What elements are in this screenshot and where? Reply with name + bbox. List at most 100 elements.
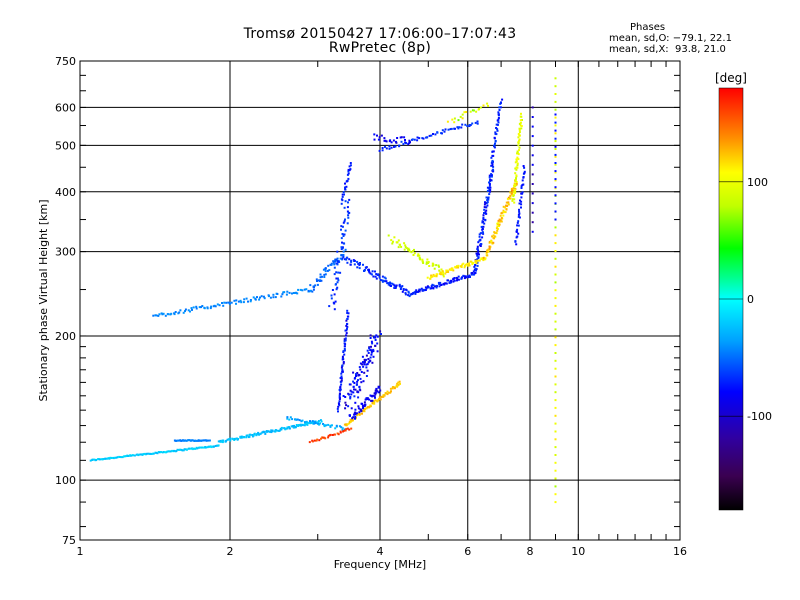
data-point <box>338 392 341 395</box>
data-point <box>428 134 431 137</box>
data-point <box>338 400 341 403</box>
data-point <box>454 127 456 130</box>
data-point <box>488 184 491 187</box>
data-point <box>437 281 440 284</box>
data-point <box>198 446 201 449</box>
data-point <box>472 261 475 264</box>
data-point <box>100 458 103 461</box>
data-point <box>419 288 422 291</box>
data-point <box>176 448 179 451</box>
data-point <box>488 190 491 193</box>
data-point <box>515 168 518 171</box>
data-point <box>531 192 534 195</box>
data-point <box>518 129 521 132</box>
data-point <box>338 396 341 399</box>
data-point <box>305 420 308 423</box>
data-point <box>512 195 515 198</box>
data-point <box>348 393 351 396</box>
data-point <box>162 451 165 453</box>
data-point <box>372 348 375 351</box>
data-point <box>500 217 503 219</box>
data-point <box>362 380 365 383</box>
data-point <box>332 261 335 264</box>
data-point <box>332 260 335 263</box>
data-point <box>324 437 327 440</box>
data-point <box>338 394 341 397</box>
data-point <box>343 348 346 350</box>
data-point <box>340 379 343 382</box>
data-point <box>345 332 348 335</box>
data-point <box>307 422 310 425</box>
data-point <box>477 252 480 255</box>
data-point <box>344 200 347 203</box>
data-point <box>520 185 523 188</box>
data-point <box>392 240 394 243</box>
data-point <box>469 276 471 278</box>
data-point <box>394 287 397 289</box>
data-point <box>188 447 191 450</box>
data-point <box>369 394 372 397</box>
data-point <box>349 162 352 164</box>
data-point <box>344 258 346 261</box>
data-point <box>344 218 346 221</box>
data-point <box>371 270 374 273</box>
data-point <box>476 247 479 250</box>
data-point <box>346 312 349 314</box>
data-point <box>228 301 231 304</box>
data-point <box>155 451 158 454</box>
data-point <box>387 234 390 237</box>
data-point <box>316 283 319 286</box>
data-point <box>374 393 377 396</box>
data-point <box>350 390 353 393</box>
y-tick-label: 750 <box>55 55 76 68</box>
data-point <box>523 172 526 175</box>
data-point <box>416 139 419 142</box>
data-point <box>191 308 193 311</box>
data-point <box>233 299 236 302</box>
data-point <box>356 260 359 263</box>
data-point <box>431 264 434 267</box>
data-point <box>376 350 379 353</box>
data-point <box>374 391 377 394</box>
data-point <box>482 258 485 261</box>
data-point <box>463 266 466 269</box>
data-point <box>341 370 344 373</box>
data-point <box>516 164 519 167</box>
data-point <box>517 224 520 227</box>
data-point <box>276 429 279 432</box>
data-point <box>447 128 450 131</box>
data-point <box>272 296 275 299</box>
data-point <box>370 351 373 354</box>
data-point <box>104 457 107 460</box>
data-point <box>531 154 534 157</box>
data-point <box>395 241 398 244</box>
data-point <box>474 259 477 262</box>
data-point <box>518 138 521 141</box>
data-point <box>333 273 336 276</box>
data-point <box>319 273 322 276</box>
data-point <box>346 206 349 209</box>
data-point <box>499 102 502 104</box>
data-point <box>502 209 505 212</box>
data-point <box>338 388 341 391</box>
data-point <box>297 288 300 291</box>
data-point <box>228 302 231 305</box>
data-point <box>355 375 357 377</box>
data-point <box>227 438 230 441</box>
data-point <box>348 422 351 425</box>
data-point <box>492 150 495 153</box>
data-point <box>517 153 520 156</box>
data-point <box>312 422 315 425</box>
data-point <box>179 448 182 451</box>
data-point <box>492 234 495 237</box>
data-point <box>364 359 366 362</box>
data-point <box>554 202 557 205</box>
data-point <box>333 266 336 269</box>
data-point <box>201 446 204 449</box>
data-point <box>341 195 344 198</box>
data-point <box>365 407 368 410</box>
data-point <box>446 120 449 123</box>
data-point <box>377 399 380 401</box>
data-point <box>374 275 377 278</box>
data-point <box>517 136 520 139</box>
